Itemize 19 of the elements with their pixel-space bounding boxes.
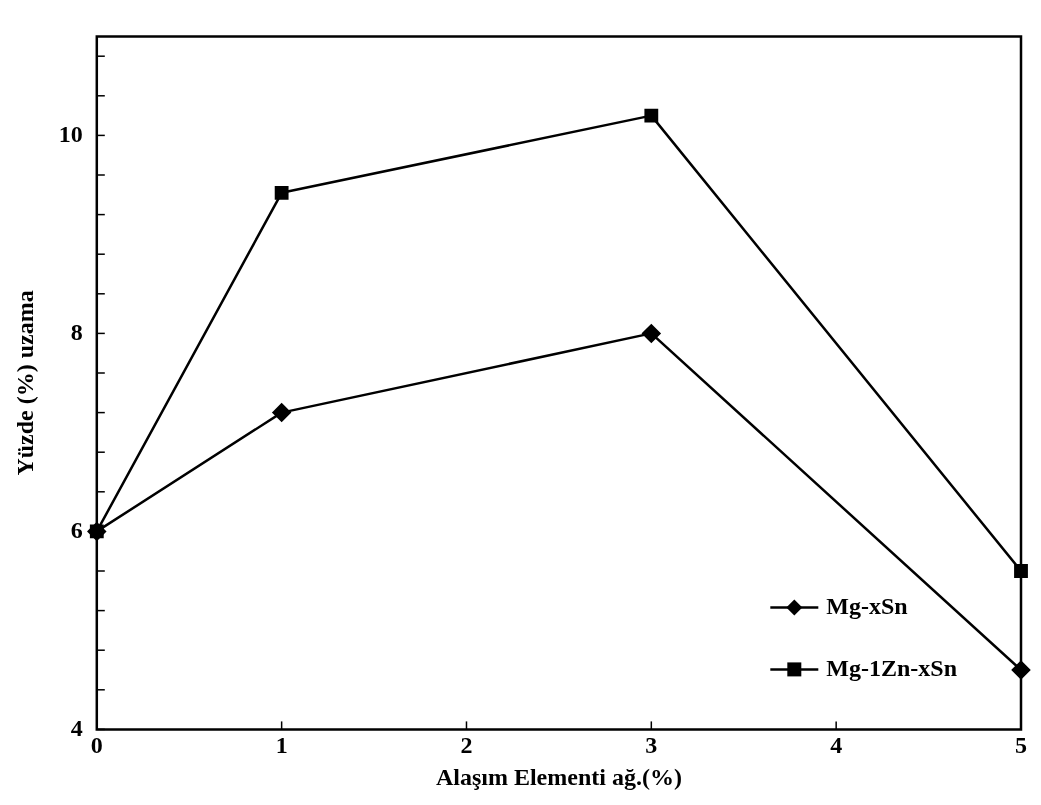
x-tick-label: 0: [90, 732, 103, 758]
x-tick-label: 5: [1015, 732, 1027, 758]
y-tick-label: 10: [58, 120, 83, 147]
x-tick-label: 1: [275, 732, 288, 758]
point: [272, 403, 291, 422]
y-tick-label: 4: [70, 714, 83, 741]
point: [1014, 564, 1028, 578]
x-tick-label: 3: [645, 732, 658, 758]
point: [644, 108, 659, 123]
x-axis-title: Alaşım Elementi ağ.(%): [435, 763, 682, 790]
legend-label: Mg-xSn: [826, 592, 908, 619]
legend-label: Mg-1Zn-xSn: [826, 654, 957, 681]
x-tick-label: 2: [460, 732, 473, 758]
point: [642, 324, 661, 343]
y-tick-label: 8: [70, 318, 83, 345]
y-tick-label: 6: [70, 516, 83, 543]
x-tick-label: 4: [830, 732, 843, 758]
y-axis-title: Yüzde (%) uzama: [11, 290, 38, 476]
point: [274, 185, 289, 200]
